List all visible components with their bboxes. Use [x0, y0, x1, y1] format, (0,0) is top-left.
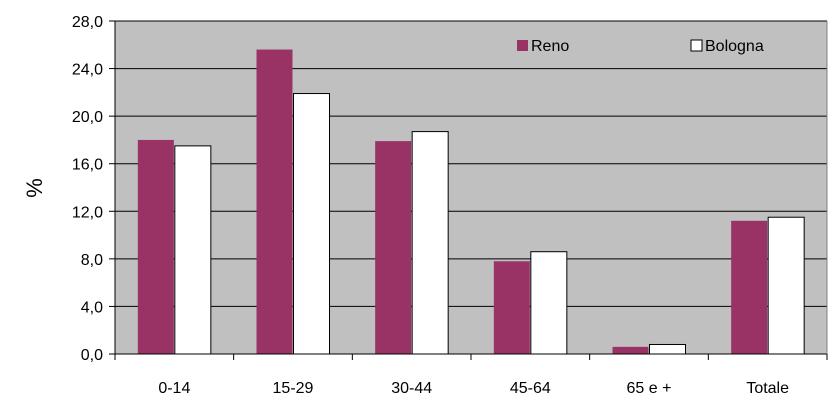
legend-swatch-bologna	[690, 39, 703, 52]
y-tick-label: 4,0	[81, 299, 103, 316]
bar-bologna-5	[767, 216, 805, 355]
legend: Reno Bologna	[517, 38, 764, 55]
y-tick-label: 20,0	[72, 109, 103, 126]
y-axis-title: %	[22, 178, 47, 198]
bar-reno-1	[256, 49, 293, 355]
bar-reno-3	[493, 261, 530, 354]
bars	[137, 49, 805, 355]
bar-reno-4	[612, 346, 649, 354]
y-tick-label: 0,0	[81, 347, 103, 364]
bar-reno-5	[731, 220, 768, 354]
x-tick-labels: 0-14 15-29 30-44 45-64 65 e + Totale	[158, 380, 789, 397]
y-tick-label: 16,0	[72, 157, 103, 174]
legend-label-bologna: Bologna	[705, 38, 764, 55]
x-tick-label: 0-14	[158, 380, 190, 397]
bar-bologna-3	[530, 251, 568, 355]
axes	[109, 20, 828, 360]
y-tick-label: 28,0	[72, 14, 103, 31]
bar-reno-2	[375, 141, 412, 354]
y-tick-label: 8,0	[81, 252, 103, 269]
y-tick-label: 24,0	[72, 62, 103, 79]
bar-bologna-1	[293, 93, 330, 355]
plot-area	[115, 21, 827, 354]
gridlines	[115, 20, 827, 307]
bar-bologna-2	[411, 131, 449, 355]
legend-swatch-reno	[517, 40, 528, 51]
y-tick-label: 12,0	[72, 204, 103, 221]
y-tick-labels: 0,0 4,0 8,0 12,0 16,0 20,0 24,0 28,0	[72, 14, 103, 364]
x-tick-label: 65 e +	[627, 380, 672, 397]
legend-label-reno: Reno	[531, 38, 569, 55]
x-tick-label: 30-44	[391, 380, 432, 397]
bar-bologna-0	[174, 145, 212, 355]
bar-reno-0	[137, 139, 174, 354]
x-tick-label: 45-64	[510, 380, 551, 397]
x-tick-label: Totale	[746, 380, 789, 397]
x-tick-label: 15-29	[273, 380, 314, 397]
bar-bologna-4	[649, 343, 686, 355]
